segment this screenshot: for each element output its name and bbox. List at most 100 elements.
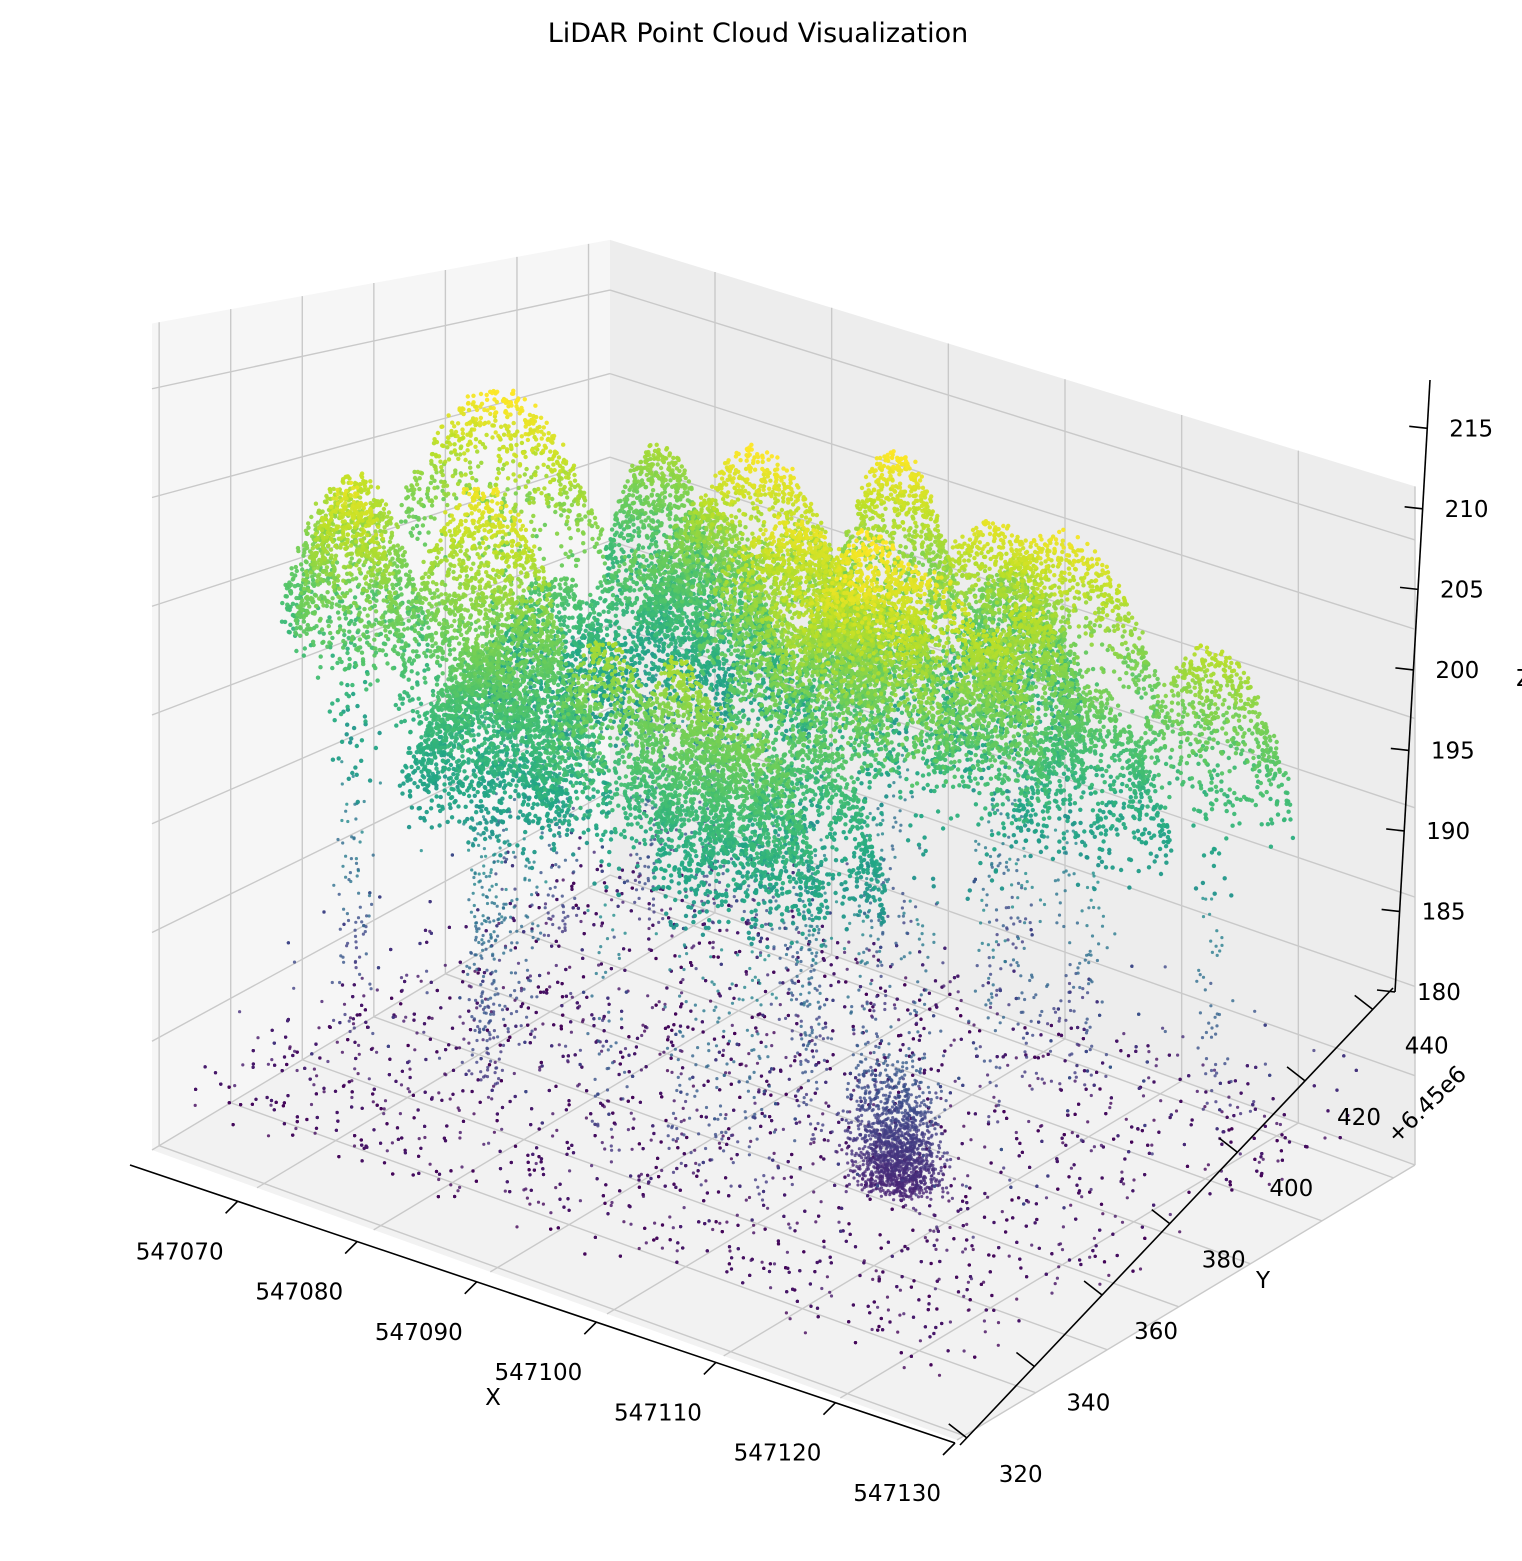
data-point	[645, 473, 649, 477]
data-point	[917, 561, 921, 565]
data-point	[660, 491, 664, 495]
data-point	[655, 474, 659, 478]
data-point	[874, 468, 878, 472]
data-point	[1147, 1076, 1150, 1079]
data-point	[614, 511, 618, 515]
data-point	[677, 482, 681, 486]
data-point	[1155, 1064, 1158, 1067]
data-point	[677, 469, 681, 473]
data-point	[1081, 583, 1085, 587]
data-point	[1280, 1149, 1283, 1152]
data-point	[1030, 903, 1033, 906]
data-point	[920, 509, 924, 513]
data-point	[620, 506, 624, 510]
data-point	[943, 947, 946, 950]
data-point	[1122, 1032, 1125, 1035]
data-point	[939, 551, 943, 555]
data-point	[613, 523, 617, 527]
data-point	[921, 540, 925, 544]
data-point	[623, 485, 627, 489]
data-point	[911, 795, 914, 798]
data-point	[664, 478, 668, 482]
data-point	[921, 563, 925, 567]
data-point	[980, 593, 984, 597]
data-point	[660, 483, 664, 487]
data-point	[928, 1008, 931, 1011]
data-point	[698, 801, 701, 804]
data-point	[864, 475, 868, 479]
data-point	[921, 963, 924, 966]
data-point	[668, 493, 672, 497]
data-point	[1091, 667, 1095, 671]
data-point	[913, 460, 917, 464]
data-point	[680, 464, 684, 468]
data-point	[915, 481, 919, 485]
data-point	[1095, 1071, 1098, 1074]
data-point	[745, 922, 748, 925]
data-point	[650, 493, 654, 497]
data-point	[858, 507, 862, 511]
data-point	[918, 950, 921, 953]
data-point	[656, 457, 660, 461]
data-point	[641, 482, 645, 486]
data-point	[996, 1012, 999, 1015]
data-point	[647, 453, 651, 457]
data-point	[1288, 1140, 1291, 1143]
data-point	[682, 504, 686, 508]
data-point	[1272, 1097, 1275, 1100]
data-point	[626, 533, 630, 537]
data-point	[1006, 928, 1009, 931]
data-point	[611, 550, 615, 554]
data-point	[1240, 1092, 1243, 1095]
data-point	[611, 561, 615, 565]
data-point	[792, 871, 795, 874]
data-point	[1232, 1114, 1235, 1117]
data-point	[659, 466, 663, 470]
data-point	[570, 888, 573, 891]
data-point	[1147, 1050, 1150, 1053]
data-point	[919, 1018, 922, 1021]
data-point	[1339, 1136, 1342, 1139]
data-point	[593, 851, 596, 854]
data-point	[667, 517, 671, 521]
data-point	[1155, 1058, 1158, 1061]
data-point	[973, 880, 976, 883]
data-point	[868, 1009, 871, 1012]
data-point	[629, 853, 632, 856]
data-point	[667, 462, 671, 466]
data-point	[1281, 1159, 1284, 1162]
data-point	[892, 826, 895, 829]
data-point	[1012, 1028, 1015, 1031]
data-point	[1213, 1069, 1216, 1072]
data-point	[997, 943, 1000, 946]
data-point	[1283, 1113, 1286, 1116]
data-point	[905, 465, 909, 469]
data-point	[1175, 1109, 1178, 1112]
data-point	[987, 981, 990, 984]
data-point	[890, 456, 894, 460]
data-point	[1015, 946, 1018, 949]
data-point	[1146, 1044, 1149, 1047]
data-point	[1081, 996, 1084, 999]
data-point	[924, 536, 928, 540]
data-point	[572, 882, 575, 885]
data-point	[772, 971, 775, 974]
data-point	[886, 465, 890, 469]
data-point	[913, 521, 917, 525]
data-point	[899, 489, 903, 493]
data-point	[1023, 1026, 1026, 1029]
data-point	[901, 503, 905, 507]
data-point	[872, 942, 875, 945]
data-point	[1234, 1079, 1237, 1082]
data-point	[680, 494, 684, 498]
data-point	[562, 878, 565, 881]
data-point	[996, 933, 999, 936]
data-point	[899, 824, 902, 827]
data-point	[1152, 1119, 1155, 1122]
data-point	[638, 460, 642, 464]
data-point	[1096, 594, 1100, 598]
data-point	[879, 987, 882, 990]
data-point	[687, 486, 691, 490]
data-point	[1050, 707, 1054, 711]
data-point	[886, 915, 889, 918]
